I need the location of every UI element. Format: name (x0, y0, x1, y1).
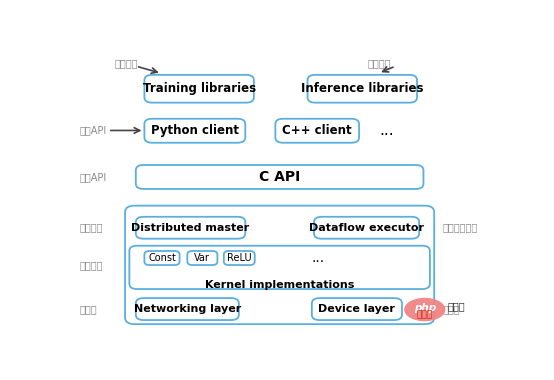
FancyBboxPatch shape (130, 246, 430, 289)
Text: Device layer: Device layer (319, 304, 396, 314)
Text: ...: ... (312, 251, 325, 265)
Text: 数据流执行器: 数据流执行器 (443, 223, 478, 233)
Text: php: php (414, 303, 436, 313)
FancyBboxPatch shape (145, 251, 179, 265)
FancyBboxPatch shape (136, 217, 245, 239)
FancyBboxPatch shape (145, 119, 245, 143)
FancyBboxPatch shape (125, 206, 434, 324)
Text: Python client: Python client (151, 124, 239, 137)
FancyBboxPatch shape (136, 298, 239, 320)
Text: Var: Var (194, 253, 211, 263)
FancyBboxPatch shape (187, 251, 217, 265)
Text: Training libraries: Training libraries (142, 82, 256, 95)
Text: C API: C API (259, 170, 300, 184)
Text: C++ client: C++ client (283, 124, 352, 137)
Text: Const: Const (148, 253, 176, 263)
Text: Networking layer: Networking layer (134, 304, 241, 314)
Text: 分布主机: 分布主机 (80, 223, 104, 233)
Text: 中文网: 中文网 (448, 301, 465, 311)
Text: Distributed master: Distributed master (131, 223, 250, 233)
Text: 网格层: 网格层 (80, 304, 98, 314)
Ellipse shape (404, 298, 445, 321)
FancyBboxPatch shape (145, 75, 254, 103)
Text: Dataflow executor: Dataflow executor (309, 223, 424, 233)
Text: ...: ... (379, 123, 394, 138)
FancyBboxPatch shape (314, 217, 419, 239)
FancyBboxPatch shape (275, 119, 359, 143)
Text: 设备层: 设备层 (417, 310, 433, 319)
Text: 设备层: 设备层 (443, 304, 460, 314)
Text: 底层API: 底层API (80, 172, 107, 182)
Text: 上层API: 上层API (80, 125, 107, 135)
FancyBboxPatch shape (136, 165, 423, 189)
Text: 操作实现: 操作实现 (80, 261, 104, 271)
FancyBboxPatch shape (312, 298, 402, 320)
Text: 推断的库: 推断的库 (368, 58, 391, 68)
Text: ReLU: ReLU (227, 253, 252, 263)
Text: 训练的库: 训练的库 (114, 58, 138, 68)
Text: Kernel implementations: Kernel implementations (205, 280, 355, 290)
FancyBboxPatch shape (224, 251, 255, 265)
Text: Inference libraries: Inference libraries (301, 82, 423, 95)
FancyBboxPatch shape (307, 75, 417, 103)
